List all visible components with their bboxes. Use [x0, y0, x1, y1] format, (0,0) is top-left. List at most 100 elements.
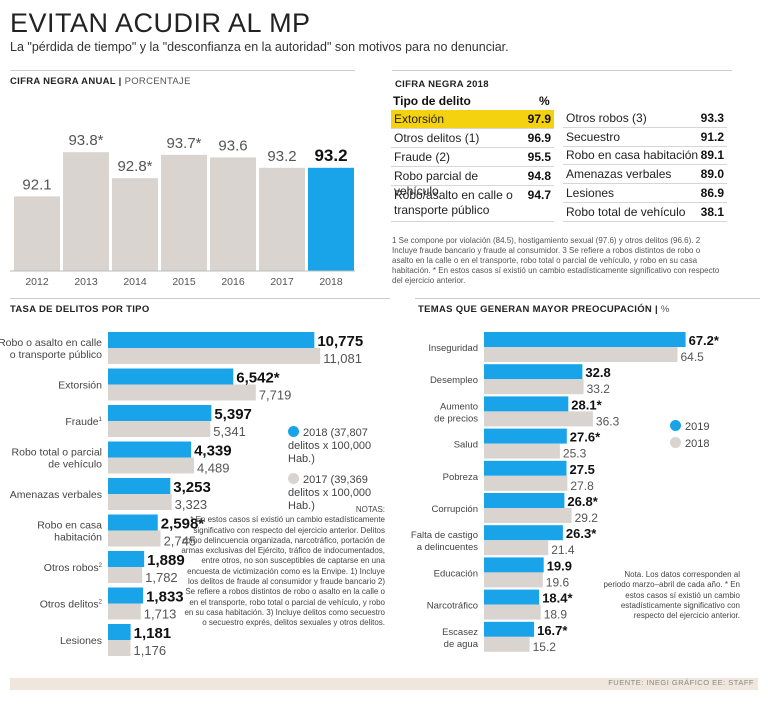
- section-rule: [10, 70, 355, 71]
- temas-value-b: 15.2: [533, 640, 557, 654]
- tasa-category-label: Robo o asalto en calle o transporte públi…: [0, 337, 102, 361]
- tasa-value-b: 1,782: [145, 570, 178, 585]
- page-subtitle: La "pérdida de tiempo" y la "desconfianz…: [10, 40, 509, 54]
- temas-bar-a: [484, 332, 686, 347]
- tasa-bar-a: [108, 624, 131, 640]
- cifra-2018-row-value: 94.7: [527, 188, 551, 202]
- tasa-bar-b: [108, 603, 141, 620]
- legend-label-2018b: 2018: [685, 438, 710, 450]
- annual-bar-label: 93.2: [267, 148, 296, 165]
- temas-bar-a: [484, 589, 540, 605]
- cifra-2018-row-label: Amenazas verbales: [566, 167, 672, 182]
- temas-bar-a: [484, 557, 544, 573]
- annual-bar-label: 93.6: [218, 137, 247, 154]
- temas-category-label: Falta de castigo a delincuentes: [411, 530, 478, 553]
- tasa-value-a: 1,181: [134, 625, 172, 642]
- tasa-value-b: 7,719: [259, 388, 292, 403]
- cifra-2018-row: Fraude (2) 95.5: [391, 148, 554, 167]
- annual-bar-label: 92.1: [22, 176, 51, 193]
- tasa-bar-b: [108, 421, 211, 437]
- tasa-value-b: 5,341: [213, 424, 246, 439]
- temas-category-label: Educación: [434, 568, 478, 579]
- legend-2017: 2017 (39,369 delitos x 100,000 Hab.): [288, 473, 398, 513]
- temas-bar-a: [484, 621, 535, 637]
- cifra-2018-row-label: Lesiones: [566, 185, 615, 200]
- annual-bar: [259, 167, 305, 271]
- temas-chart: 67.2* 64.5 Inseguridad 32.8 33.2 Desempleo 28.…: [411, 332, 720, 654]
- annual-bar: [161, 154, 207, 271]
- legend-label-2018: 2018 (37,807 delitos x 100,000 Hab.): [288, 427, 372, 465]
- tasa-value-a: 3,253: [173, 479, 211, 496]
- cifra-2018-row: Secuestro 91.2: [563, 128, 727, 147]
- temas-category-label: Aumento de precios: [434, 401, 478, 424]
- annual-year-label: 2015: [172, 276, 196, 288]
- cifra-2018-row-label: Fraude (2): [394, 150, 451, 164]
- tasa-bar-a: [108, 478, 171, 494]
- cifra-2018-row: Otros robos (3) 93.3: [563, 109, 727, 128]
- tasa-bar-a: [108, 551, 145, 567]
- tasa-bar-b: [108, 567, 143, 583]
- tasa-bar-b: [108, 530, 161, 547]
- tasa-bar-a: [108, 368, 234, 385]
- notes-left-text: * En estos casos sí existió un cambio es…: [181, 515, 385, 628]
- cifra-2018-row-value: 91.2: [700, 129, 724, 144]
- annual-year-label: 2013: [74, 276, 98, 288]
- temas-value-a: 18.4*: [542, 591, 573, 606]
- temas-value-a: 26.8*: [567, 494, 598, 509]
- tasa-category-label: Lesiones: [60, 635, 102, 647]
- cifra-2018-row-value: 86.9: [700, 185, 724, 200]
- cifra-2018-row-value: 97.9: [527, 112, 551, 126]
- tasa-category-label: Otros delitos2: [40, 599, 103, 611]
- legend-dot-2019: [670, 420, 681, 431]
- section-rule: [10, 298, 390, 299]
- tasa-value-b: 11,081: [323, 351, 362, 366]
- cifra-2018-row: Amenazas verbales 89.0: [563, 165, 727, 185]
- annual-bar: [308, 167, 354, 271]
- annual-bar: [14, 196, 60, 271]
- temas-bar-b: [484, 540, 549, 556]
- tasa-value-b: 2,745: [164, 534, 197, 549]
- cifra-2018-row-label: Extorsión: [394, 112, 445, 126]
- temas-category-label: Inseguridad: [428, 343, 478, 354]
- section-rule: [392, 70, 732, 71]
- tasa-bar-b: [108, 348, 321, 364]
- temas-subtitle: %: [660, 304, 670, 315]
- temas-value-b: 18.9: [544, 608, 568, 622]
- temas-bar-b: [484, 443, 560, 459]
- temas-bar-b: [484, 508, 572, 523]
- tasa-bar-a: [108, 405, 212, 421]
- page-title: EVITAN ACUDIR AL MP: [10, 8, 311, 38]
- temas-category-label: Narcotráfico: [427, 601, 478, 612]
- col-header-pct: %: [539, 94, 550, 108]
- temas-bar-a: [484, 396, 569, 412]
- cifra-2018-row-label: Robo total de vehículo: [566, 204, 686, 219]
- tasa-category-label: Robo total o parcial de vehículo: [12, 447, 103, 471]
- tasa-value-b: 1,176: [134, 643, 167, 658]
- cifra-2018-row: Robo/asalto en calle o transporte públic…: [391, 186, 554, 222]
- temas-value-b: 64.5: [681, 350, 705, 364]
- cifra-2018-row: Robo total de vehículo 38.1: [563, 203, 727, 222]
- temas-category-label: Pobreza: [443, 472, 479, 483]
- legend-2018: 2018 (37,807 delitos x 100,000 Hab.): [288, 426, 398, 466]
- legend-label-2019: 2019: [685, 421, 710, 433]
- temas-category-label: Salud: [454, 440, 478, 451]
- cifra-2018-row-value: 89.0: [700, 167, 724, 182]
- section-rule: [415, 298, 760, 299]
- temas-value-a: 16.7*: [537, 623, 568, 638]
- cifra-2018-row-value: 93.3: [700, 111, 724, 125]
- tasa-value-a: 4,339: [194, 443, 232, 460]
- cifra-2018-row-label: Secuestro: [566, 129, 621, 144]
- tasa-category-label: Extorsión: [58, 380, 102, 392]
- tasa-value-a: 2,598*: [161, 516, 205, 533]
- temas-category-label: Corrupción: [432, 504, 478, 515]
- tasa-delitos-title: TASA DE DELITOS POR TIPO: [10, 304, 150, 315]
- cifra-2018-row-label: Robo/asalto en calle o transporte públic…: [394, 188, 513, 217]
- tasa-value-a: 10,775: [317, 333, 363, 350]
- temas-bar-b: [484, 572, 543, 588]
- cifra-2018-row: Lesiones 86.9: [563, 184, 727, 203]
- cifra-2018-row-value: 96.9: [527, 131, 551, 145]
- footer-bar: [10, 678, 758, 690]
- cifra-2018-title: CIFRA NEGRA 2018: [395, 79, 489, 90]
- temas-bar-a: [484, 493, 565, 508]
- temas-bar-b: [484, 636, 530, 652]
